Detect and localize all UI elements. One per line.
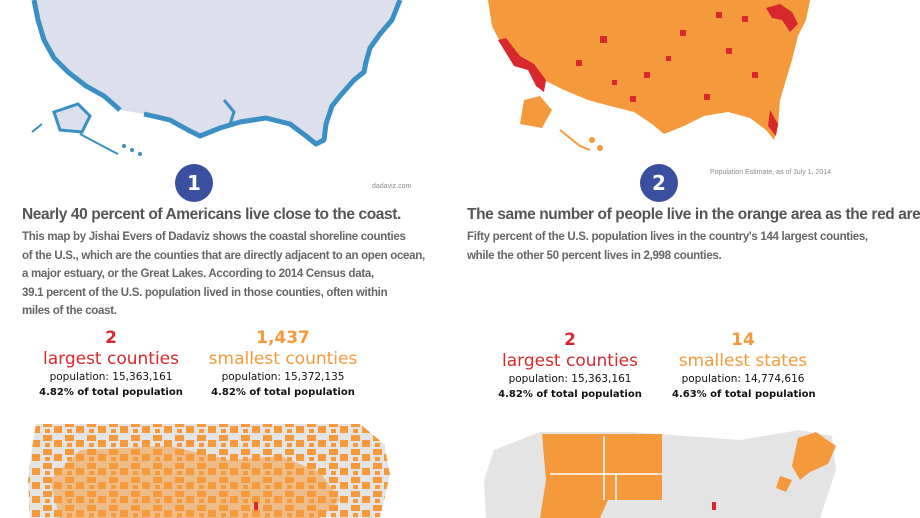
stat-population: population: 15,363,161 <box>49 371 173 383</box>
left-red-stat: 2 largest counties population: 15,363,16… <box>38 328 184 401</box>
desc-line: 39.1 percent of the U.S. population live… <box>22 286 388 299</box>
smallest-states-map <box>480 420 840 518</box>
stat-count: 2 <box>564 330 576 350</box>
stat-count: 1,437 <box>256 328 310 348</box>
stat-label: smallest counties <box>208 349 358 369</box>
panel2-description: Fifty percent of the U.S. population liv… <box>467 228 868 265</box>
stat-percent: 4.63% of total population <box>672 389 816 400</box>
right-orange-stat: 14 smallest states population: 14,774,61… <box>672 330 816 403</box>
left-orange-stat: 1,437 smallest counties population: 15,3… <box>205 328 361 401</box>
panel1-headline: Nearly 40 percent of Americans live clos… <box>22 206 401 223</box>
desc-line: while the other 50 percent lives in 2,99… <box>467 249 722 262</box>
stat-label: smallest states <box>678 351 808 371</box>
stat-percent: 4.82% of total population <box>211 387 355 398</box>
step-badge-1: 1 <box>175 164 213 202</box>
map-credit: dadaviz.com <box>372 183 412 190</box>
stat-count: 14 <box>731 330 755 350</box>
desc-line: Fifty percent of the U.S. population liv… <box>467 231 868 243</box>
stat-label: largest counties <box>42 349 179 369</box>
stat-percent: 4.82% of total population <box>498 389 642 400</box>
stat-population: population: 15,363,161 <box>508 373 632 385</box>
desc-line: This map by Jishai Evers of Dadaviz show… <box>22 231 406 243</box>
smallest-counties-map <box>20 420 400 518</box>
population-halves-map <box>480 0 840 160</box>
stat-population: population: 14,774,616 <box>681 373 805 385</box>
coastal-counties-map <box>20 0 420 160</box>
population-estimate-note: Population Estimate, as of July 1, 2014 <box>710 169 832 176</box>
stat-percent: 4.82% of total population <box>39 387 183 398</box>
panel1-description: This map by Jishai Evers of Dadaviz show… <box>22 228 425 321</box>
desc-line: miles of the coast. <box>22 305 117 317</box>
desc-line: a major estuary, or the Great Lakes. Acc… <box>22 268 374 280</box>
desc-line: of the U.S., which are the counties that… <box>22 249 425 262</box>
right-red-stat: 2 largest counties population: 15,363,16… <box>496 330 644 403</box>
panel2-headline: The same number of people live in the or… <box>467 206 920 223</box>
stat-label: largest counties <box>501 351 638 371</box>
stat-count: 2 <box>105 328 117 348</box>
step-badge-2: 2 <box>640 164 678 202</box>
stat-population: population: 15,372,135 <box>221 371 345 383</box>
